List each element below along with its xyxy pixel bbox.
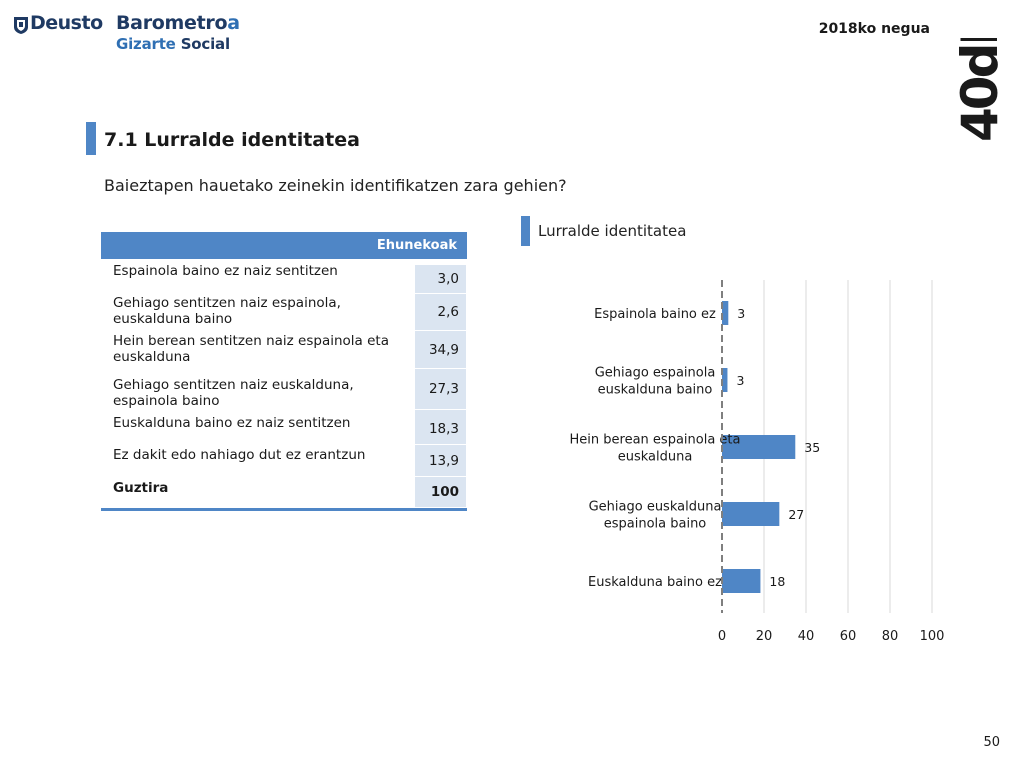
survey-question: Baieztapen hauetako zeinekin identifikat… [104, 176, 567, 195]
x-tick-label: 20 [756, 629, 773, 644]
logo-barometro-accent: a [227, 12, 240, 34]
table-row-value: 2,6 [415, 294, 466, 331]
category-label: euskalduna baino [598, 383, 713, 398]
bar-chart-svg: 3 Espainola baino ez 3 Gehiago espainola eus… [570, 280, 945, 644]
table-total-label: Guztira [113, 480, 169, 496]
logo-barometroa: Barometroa [116, 12, 240, 34]
table-row-value: 18,3 [415, 410, 466, 445]
table-row-label: Hein berean sentitzen naiz espainola eta… [113, 333, 389, 365]
table-row-label: Gehiago sentitzen naiz euskalduna, espai… [113, 377, 354, 409]
table-row-label: Euskalduna baino ez naiz sentitzen [113, 415, 351, 431]
category-label: Gehiago euskalduna [589, 500, 722, 515]
logo-social: Social [180, 35, 230, 53]
x-tick-label: 100 [920, 629, 945, 644]
x-tick-label: 0 [718, 629, 726, 644]
bar [722, 569, 761, 593]
table-row-value: 27,3 [415, 369, 466, 410]
x-tick-label: 80 [882, 629, 899, 644]
logo-gizarte-social: Gizarte Social [116, 35, 230, 53]
page-number: 50 [983, 735, 1000, 750]
chart-title-marker [521, 216, 530, 246]
table-row-label: Ez dakit edo nahiago dut ez erantzun [113, 447, 366, 463]
logo-gizarte: Gizarte [116, 35, 176, 53]
table-header: Ehunekoak [101, 232, 467, 259]
table-row-value: 34,9 [415, 331, 466, 369]
bar [722, 368, 728, 392]
x-tick-label: 60 [840, 629, 857, 644]
section-title-marker [86, 122, 96, 155]
category-label: euskalduna [618, 450, 693, 465]
table-total-value: 100 [415, 477, 466, 508]
x-tick-label: 40 [798, 629, 815, 644]
category-label: Espainola baino ez [594, 307, 716, 322]
chart-title: Lurralde identitatea [538, 222, 687, 240]
category-label: Gehiago espainola [595, 366, 716, 381]
period-label: 2018ko negua [818, 21, 930, 37]
table-bottom-border [101, 508, 467, 511]
data-label: 3 [736, 373, 744, 388]
table-row-value: 13,9 [415, 445, 466, 477]
deusto-shield-icon [14, 17, 28, 34]
table-row-value: 3,0 [415, 265, 466, 294]
data-label: 27 [788, 507, 804, 522]
bar-chart: 3 Espainola baino ez 3 Gehiago espainola eus… [520, 270, 980, 650]
brand-40db-logo: 40dB. [951, 38, 1009, 142]
data-label: 35 [804, 440, 820, 455]
table-header-label: Ehunekoak [376, 238, 457, 253]
table-row-label: Gehiago sentitzen naiz espainola, euskal… [113, 295, 341, 327]
brand-40db-text: 40dB. [951, 38, 1009, 142]
data-label: 18 [769, 574, 785, 589]
bar [722, 502, 780, 526]
logo-deusto: Deusto [30, 12, 103, 34]
results-table: Ehunekoak Espainola baino ez naiz sentit… [101, 232, 467, 512]
logo-barometro-main: Barometro [116, 12, 228, 34]
category-label: espainola baino [604, 517, 707, 532]
bar [722, 435, 796, 459]
bar [722, 301, 729, 325]
section-title: 7.1 Lurralde identitatea [104, 129, 360, 151]
data-label: 3 [737, 306, 745, 321]
category-label: Euskalduna baino ez [588, 575, 722, 590]
category-label: Hein berean espainola eta [570, 433, 741, 448]
table-row-label: Espainola baino ez naiz sentitzen [113, 263, 338, 279]
